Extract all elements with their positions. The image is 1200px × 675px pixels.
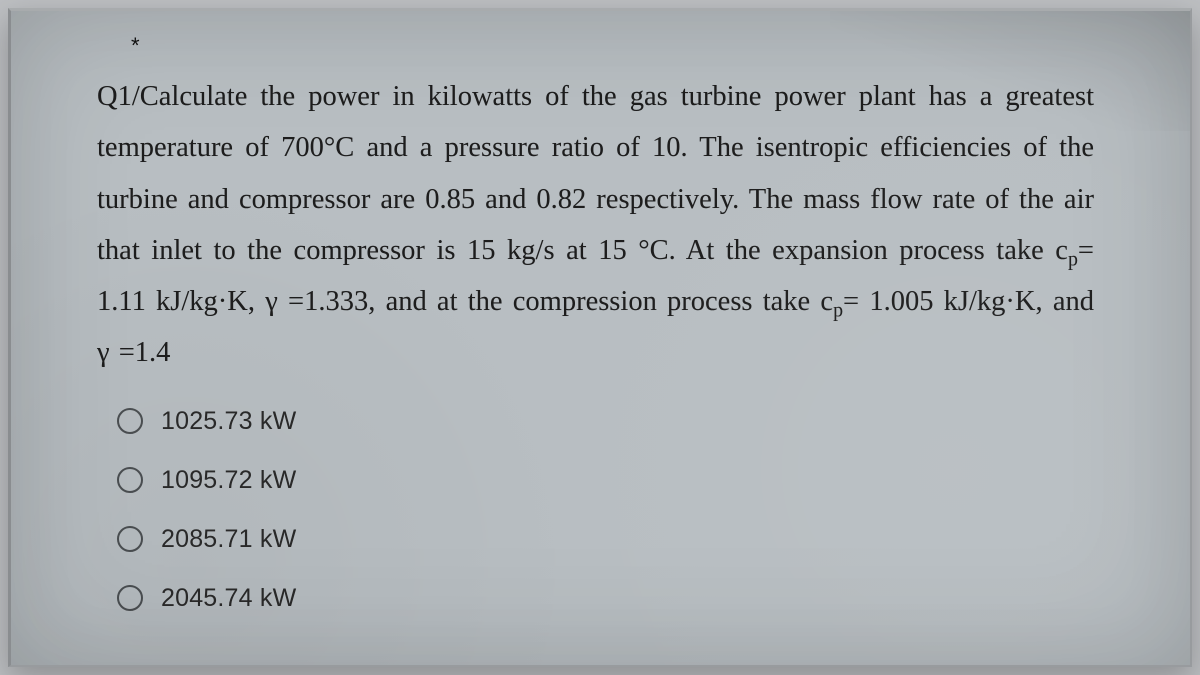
subscript-p-1: p	[1068, 249, 1078, 271]
card-inner: Q1/Calculate the power in kilowatts of t…	[11, 11, 1190, 641]
option-label: 2045.74 kW	[161, 584, 296, 613]
options-group: 1025.73 kW 1095.72 kW 2085.71 kW 2045.74…	[117, 407, 1162, 613]
radio-icon[interactable]	[117, 526, 143, 552]
radio-icon[interactable]	[117, 467, 143, 493]
required-asterisk: *	[131, 33, 140, 59]
subscript-p-2: p	[833, 300, 843, 322]
option-label: 1095.72 kW	[161, 466, 296, 495]
option-row[interactable]: 1095.72 kW	[117, 466, 1162, 495]
option-row[interactable]: 1025.73 kW	[117, 407, 1162, 436]
radio-icon[interactable]	[117, 408, 143, 434]
question-card: * Q1/Calculate the power in kilowatts of…	[8, 8, 1192, 667]
radio-icon[interactable]	[117, 585, 143, 611]
question-text: Q1/Calculate the power in kilowatts of t…	[97, 71, 1094, 379]
question-part-1: Q1/Calculate the power in kilowatts of t…	[97, 81, 1094, 266]
option-row[interactable]: 2045.74 kW	[117, 584, 1162, 613]
option-row[interactable]: 2085.71 kW	[117, 525, 1162, 554]
option-label: 1025.73 kW	[161, 407, 296, 436]
option-label: 2085.71 kW	[161, 525, 296, 554]
